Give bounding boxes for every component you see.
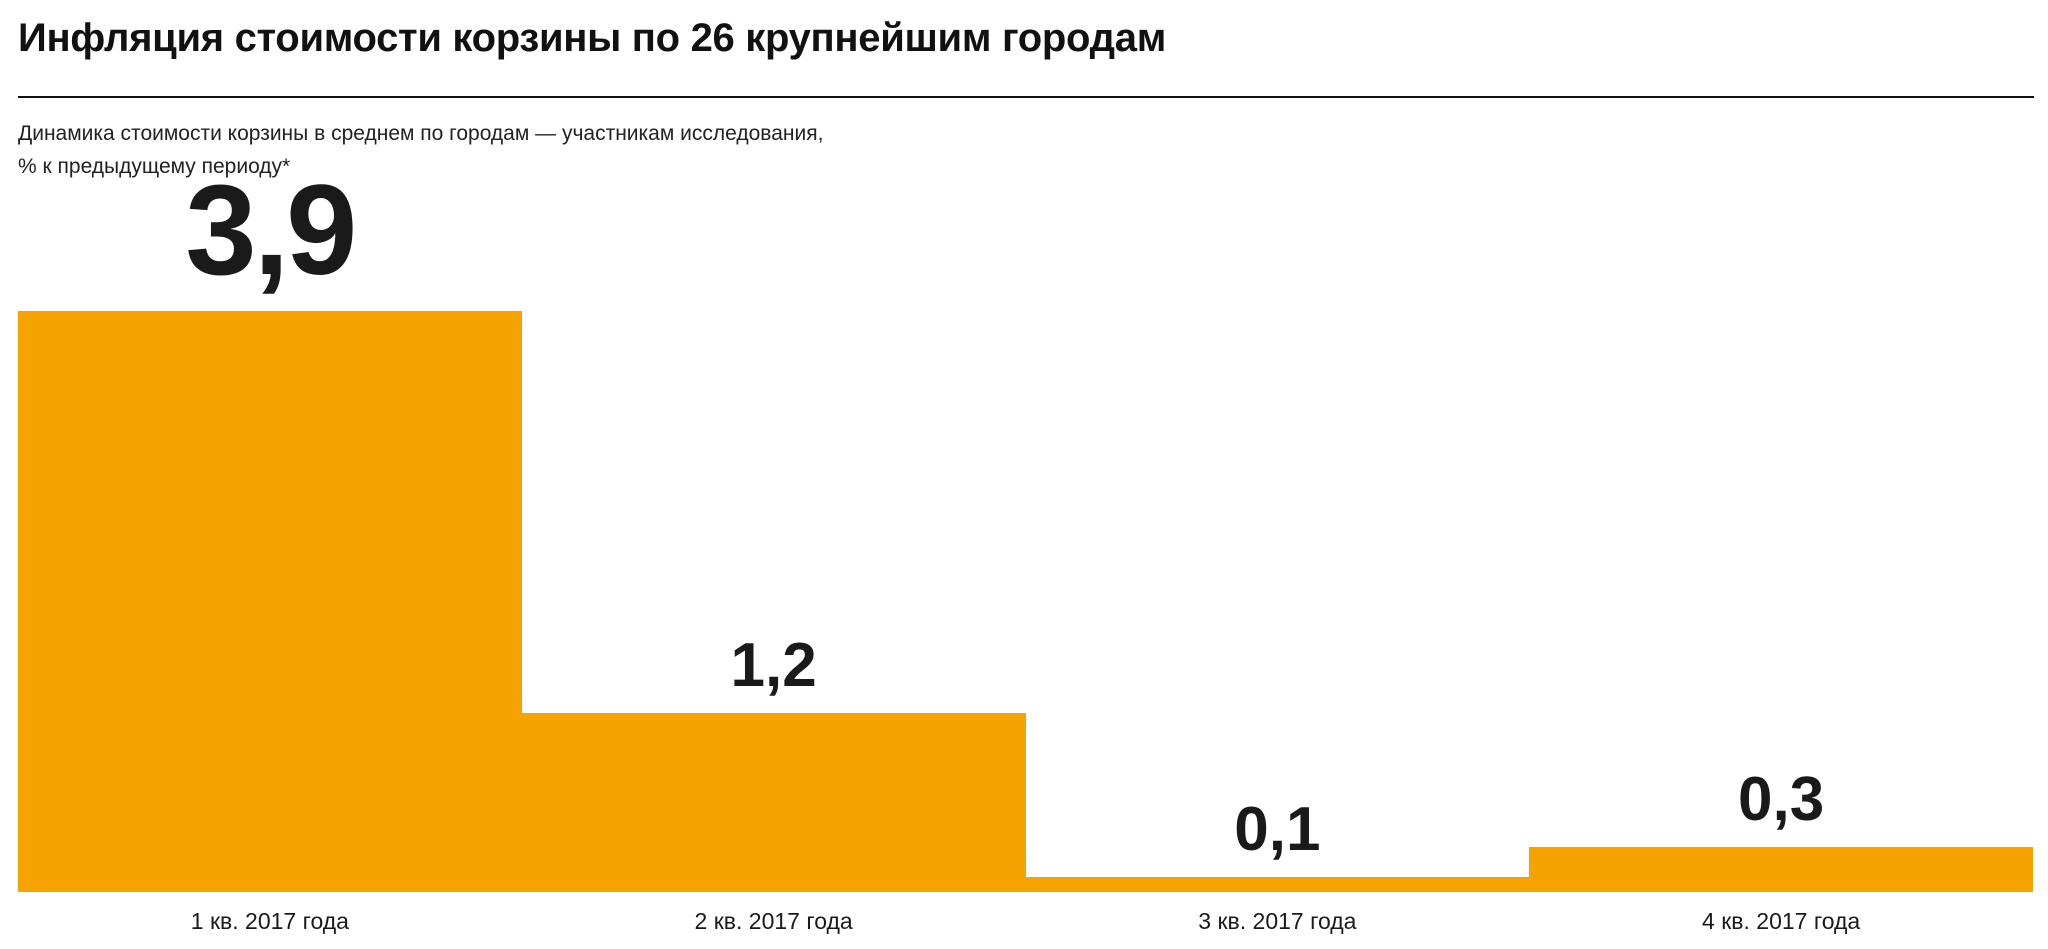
bar: [18, 311, 522, 892]
bar: [521, 713, 1026, 892]
bar-value-label: 0,3: [1738, 765, 1825, 835]
chart-subtitle: Динамика стоимости корзины в среднем по …: [18, 118, 823, 183]
x-axis-label: 1 кв. 2017 года: [190, 908, 349, 934]
x-axis: 1 кв. 2017 года 2 кв. 2017 года 3 кв. 2017…: [18, 892, 2033, 949]
x-axis-label: 2 кв. 2017 года: [694, 908, 853, 934]
bar-value-label: 1,2: [730, 631, 817, 701]
x-axis-label: 3 кв. 2017 года: [1198, 908, 1357, 934]
bar-value-label: 3,9: [185, 159, 357, 302]
bar-column: 1,2: [521, 130, 1026, 892]
bar: [1025, 877, 1530, 892]
bar-chart-plot: 3,9 1,2 0,1 0,3: [18, 130, 2033, 892]
chart-subtitle-line-1: Динамика стоимости корзины в среднем по …: [18, 122, 824, 145]
x-axis-label: 4 кв. 2017 года: [1702, 908, 1861, 934]
bar-column: 0,1: [1025, 130, 1530, 892]
bar-column: 0,3: [1529, 130, 2033, 892]
bar-value-label: 0,1: [1234, 795, 1321, 865]
bar-column: 3,9: [18, 130, 522, 892]
bar: [1529, 847, 2033, 892]
title-divider: [18, 96, 2034, 98]
chart-subtitle-line-2: % к предыдущему периоду*: [18, 154, 291, 178]
chart-title: Инфляция стоимости корзины по 26 крупней…: [18, 16, 1166, 60]
